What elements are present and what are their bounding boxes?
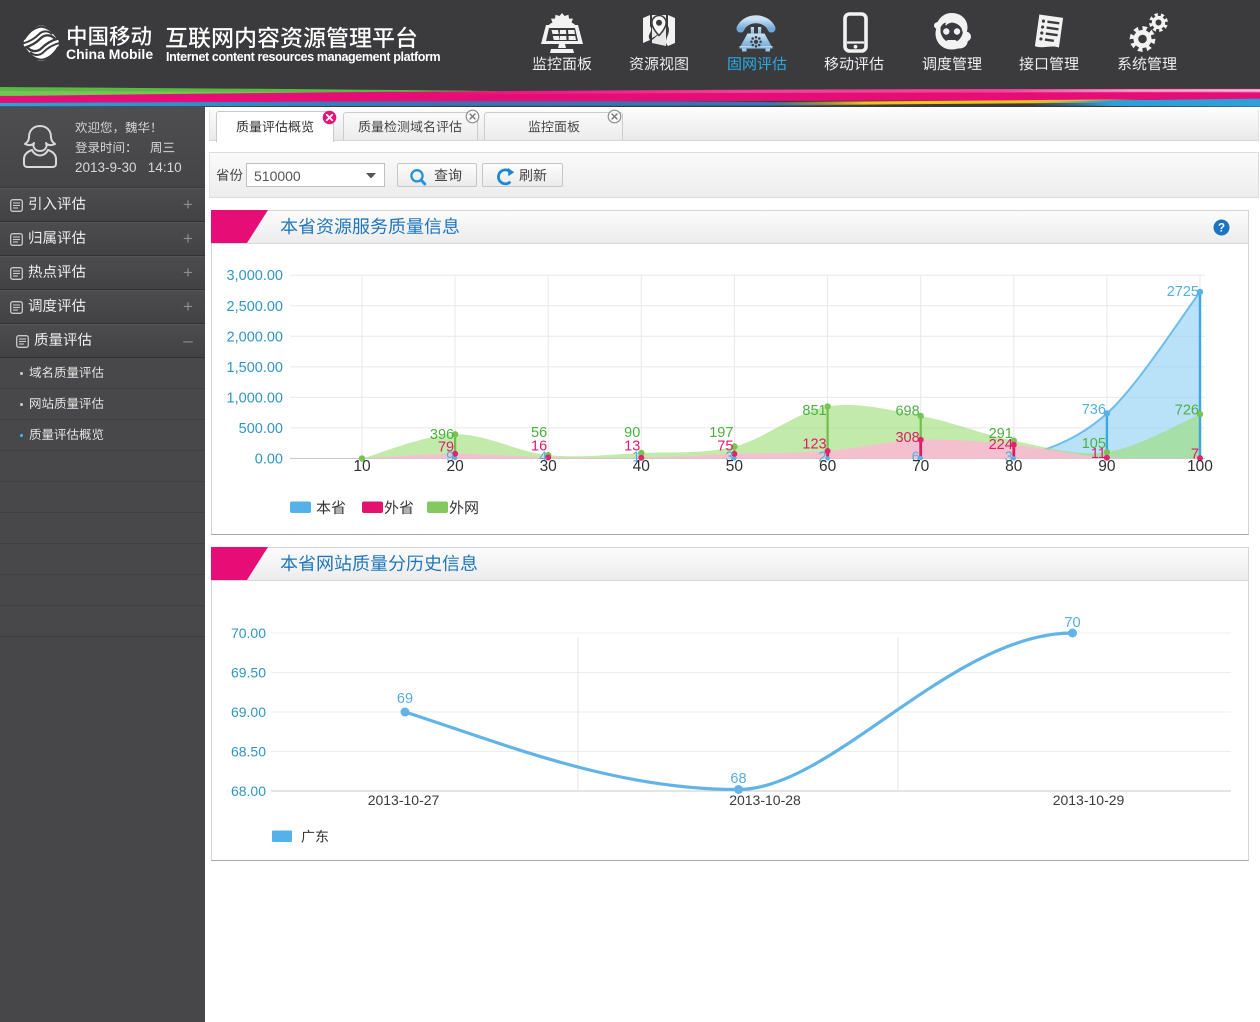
svg-text:6: 6: [912, 449, 920, 465]
svg-text:80: 80: [1005, 458, 1023, 475]
svg-text:1,500.00: 1,500.00: [227, 360, 283, 376]
svg-text:726: 726: [1175, 402, 1199, 418]
svg-text:500.00: 500.00: [239, 421, 283, 437]
svg-text:2,000.00: 2,000.00: [227, 329, 283, 345]
svg-text:?: ?: [1218, 223, 1225, 235]
svg-text:68: 68: [730, 771, 746, 787]
svg-text:16: 16: [531, 439, 547, 455]
svg-text:75: 75: [717, 439, 733, 455]
svg-text:851: 851: [802, 403, 826, 419]
svg-text:69.00: 69.00: [231, 704, 266, 720]
svg-text:69.50: 69.50: [231, 665, 266, 681]
svg-text:3: 3: [725, 449, 733, 465]
svg-text:2,500.00: 2,500.00: [227, 299, 283, 315]
svg-text:90: 90: [624, 425, 640, 441]
svg-text:2: 2: [819, 449, 827, 465]
svg-text:736: 736: [1082, 402, 1106, 418]
svg-text:2013-10-28: 2013-10-28: [729, 792, 801, 808]
svg-text:698: 698: [895, 403, 919, 419]
svg-text:30: 30: [540, 458, 558, 475]
svg-text:40: 40: [633, 458, 651, 475]
svg-text:70.00: 70.00: [231, 625, 266, 641]
svg-text:224: 224: [989, 437, 1013, 453]
svg-text:3,000.00: 3,000.00: [227, 268, 283, 284]
svg-text:70: 70: [912, 458, 930, 475]
svg-text:11: 11: [1091, 446, 1106, 462]
svg-text:0.00: 0.00: [255, 452, 283, 468]
svg-text:1: 1: [632, 449, 640, 465]
svg-text:2013-10-29: 2013-10-29: [1053, 792, 1125, 808]
svg-text:70: 70: [1064, 615, 1080, 631]
svg-text:396: 396: [430, 427, 454, 443]
svg-text:123: 123: [802, 437, 826, 453]
svg-text:69: 69: [397, 691, 413, 707]
svg-text:197: 197: [709, 425, 733, 441]
svg-text:2013-10-27: 2013-10-27: [368, 792, 440, 808]
svg-text:1,000.00: 1,000.00: [227, 390, 283, 406]
svg-text:60: 60: [819, 458, 837, 475]
svg-text:100: 100: [1187, 458, 1213, 475]
svg-text:50: 50: [726, 458, 744, 475]
svg-text:308: 308: [895, 430, 919, 446]
svg-text:79: 79: [438, 439, 454, 455]
svg-text:4: 4: [539, 449, 547, 465]
svg-text:10: 10: [353, 458, 371, 475]
svg-text:13: 13: [624, 439, 640, 455]
svg-text:90: 90: [1098, 458, 1116, 475]
svg-text:291: 291: [989, 426, 1013, 442]
svg-text:68.50: 68.50: [231, 744, 266, 760]
svg-text:68.00: 68.00: [231, 783, 266, 799]
svg-text:2725: 2725: [1167, 284, 1199, 300]
svg-text:3: 3: [1005, 449, 1013, 465]
svg-text:20: 20: [446, 458, 464, 475]
svg-text:56: 56: [531, 425, 547, 441]
svg-text:7: 7: [1191, 447, 1199, 463]
svg-text:9: 9: [446, 449, 454, 465]
svg-text:105: 105: [1082, 436, 1106, 452]
